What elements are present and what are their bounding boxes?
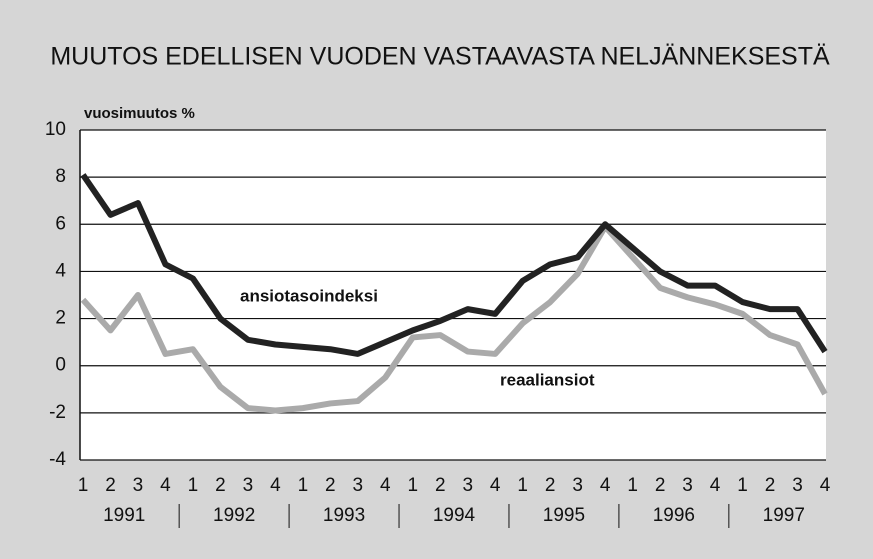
series-line: [80, 223, 828, 414]
y-tick-label: -2: [49, 402, 66, 423]
x-tick-label: 4: [710, 475, 721, 496]
x-tick-label: 4: [160, 475, 171, 496]
x-tick-label: 2: [545, 475, 556, 496]
x-tick-label: 2: [325, 475, 336, 496]
x-tick-label: 4: [490, 475, 501, 496]
year-label: 1995: [543, 505, 585, 526]
x-tick-label: 4: [380, 475, 391, 496]
series-label: reaaliansiot: [500, 370, 595, 389]
year-label: 1997: [763, 505, 805, 526]
y-tick-label: 0: [55, 355, 66, 376]
y-tick-label: -4: [49, 449, 66, 470]
y-tick-label: 8: [55, 166, 66, 187]
x-tick-label: 2: [435, 475, 446, 496]
x-tick-label: 1: [188, 475, 199, 496]
chart-title: MUUTOS EDELLISEN VUODEN VASTAAVASTA NELJ…: [50, 43, 830, 71]
x-tick-label: 1: [407, 475, 418, 496]
x-tick-label: 2: [215, 475, 226, 496]
x-tick-label: 3: [682, 475, 693, 496]
year-label: 1996: [653, 505, 695, 526]
series-line: [80, 173, 828, 357]
year-label: 1993: [323, 505, 365, 526]
series-label: ansiotasoindeksi: [240, 286, 378, 305]
x-tick-label: 3: [462, 475, 473, 496]
plot-area: [80, 130, 826, 460]
y-tick-label: 6: [55, 213, 66, 234]
year-label: 1992: [213, 505, 255, 526]
y-axis-label: vuosimuutos %: [84, 105, 195, 122]
x-tick-label: 1: [298, 475, 309, 496]
x-tick-label: 2: [765, 475, 776, 496]
x-tick-label: 3: [133, 475, 144, 496]
x-tick-label: 3: [792, 475, 803, 496]
year-label: 1994: [433, 505, 476, 526]
x-tick-label: 3: [572, 475, 583, 496]
x-tick-label: 4: [270, 475, 281, 496]
x-tick-label: 4: [600, 475, 611, 496]
x-tick-label: 2: [655, 475, 666, 496]
year-label: 1991: [103, 505, 145, 526]
y-tick-label: 2: [55, 308, 66, 329]
x-tick-label: 1: [78, 475, 89, 496]
x-tick-label: 3: [243, 475, 254, 496]
x-tick-label: 1: [627, 475, 638, 496]
y-tick-label: 4: [55, 260, 66, 281]
x-tick-label: 1: [517, 475, 528, 496]
x-tick-label: 2: [105, 475, 116, 496]
x-tick-label: 3: [353, 475, 364, 496]
x-tick-label: 1: [737, 475, 748, 496]
y-tick-label: 10: [45, 119, 66, 140]
x-tick-label: 4: [820, 475, 831, 496]
